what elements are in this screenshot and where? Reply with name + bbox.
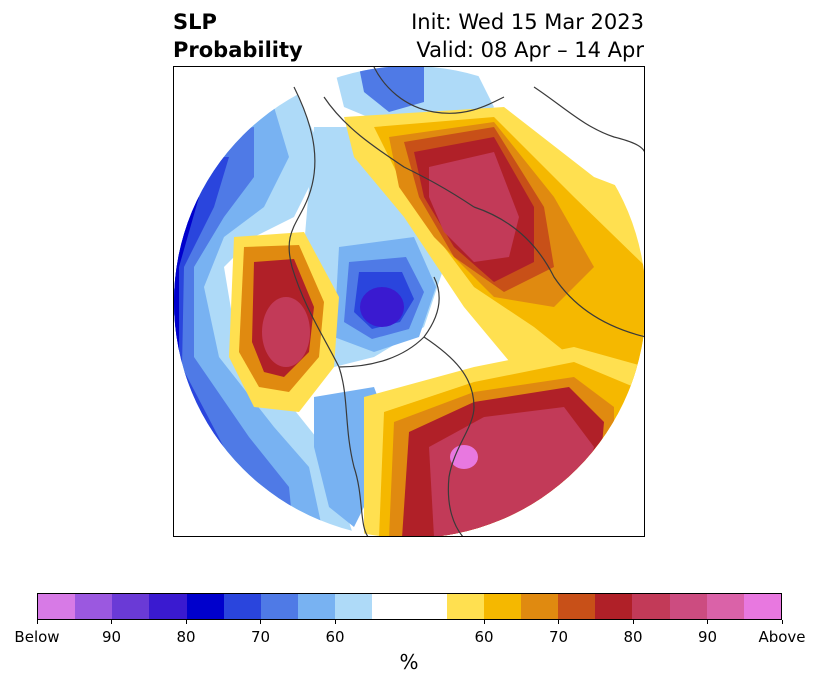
colorbar-segment — [632, 594, 670, 619]
colorbar-segment — [558, 594, 596, 619]
colorbar-segment — [706, 594, 744, 619]
colorbar-tick-mark — [781, 620, 783, 624]
colorbar-tick-label: 70 — [548, 628, 569, 646]
below-core-central — [360, 287, 404, 327]
colorbar-tick-label: 70 — [250, 628, 271, 646]
colorbar-tick-label: 90 — [101, 628, 122, 646]
colorbar-segment — [335, 594, 373, 619]
map-dates: Init: Wed 15 Mar 2023 Valid: 08 Apr – 14… — [411, 8, 644, 64]
polar-map-svg — [174, 67, 644, 536]
colorbar-segment — [743, 594, 782, 619]
colorbar-tick-mark — [558, 620, 559, 624]
probability-field — [174, 67, 644, 536]
colorbar-segment — [595, 594, 633, 619]
title-product: Probability — [173, 38, 303, 62]
colorbar-segment — [669, 594, 707, 619]
colorbar-segment — [483, 594, 522, 619]
colorbar-tick-mark — [260, 620, 261, 624]
colorbar-tick-label: 80 — [176, 628, 196, 646]
colorbar-tick-label: 60 — [474, 628, 494, 646]
colorbar-segment — [149, 594, 187, 619]
colorbar-segment — [260, 594, 299, 619]
colorbar-tick-mark — [483, 620, 485, 624]
coastlines — [288, 67, 644, 536]
colorbar-tick-label: Below — [14, 628, 60, 646]
colorbar-segment — [298, 594, 336, 619]
colorbar-units: % — [399, 650, 419, 674]
map-title: SLP Probability — [173, 8, 303, 64]
colorbar-tick-label: 60 — [325, 628, 345, 646]
above-peak-atlantic — [450, 445, 478, 469]
colorbar-segment — [112, 594, 150, 619]
colorbar-segment — [446, 594, 484, 619]
colorbar-tick-mark — [185, 620, 187, 624]
title-variable: SLP — [173, 10, 217, 34]
colorbar-tick-mark — [334, 620, 336, 624]
colorbar-tick-label: 90 — [697, 628, 718, 646]
colorbar-tick-label: 80 — [623, 628, 643, 646]
colorbar-tick-mark — [707, 620, 708, 624]
colorbar-segment — [186, 594, 224, 619]
colorbar-segment — [75, 594, 113, 619]
colorbar-segment — [38, 594, 76, 619]
valid-range: Valid: 08 Apr – 14 Apr — [416, 38, 644, 62]
colorbar-tick-mark — [632, 620, 634, 624]
above-core-pacific — [262, 297, 310, 367]
colorbar — [37, 593, 782, 620]
colorbar-segment — [372, 594, 447, 619]
probability-map — [173, 66, 645, 537]
below-region-north-2 — [359, 67, 424, 112]
init-date: Init: Wed 15 Mar 2023 — [411, 10, 644, 34]
colorbar-segment — [521, 594, 559, 619]
colorbar-tick-label: Above — [758, 628, 806, 646]
colorbar-tick-mark — [111, 620, 112, 624]
colorbar-tick-mark — [36, 620, 38, 624]
colorbar-segment — [223, 594, 261, 619]
